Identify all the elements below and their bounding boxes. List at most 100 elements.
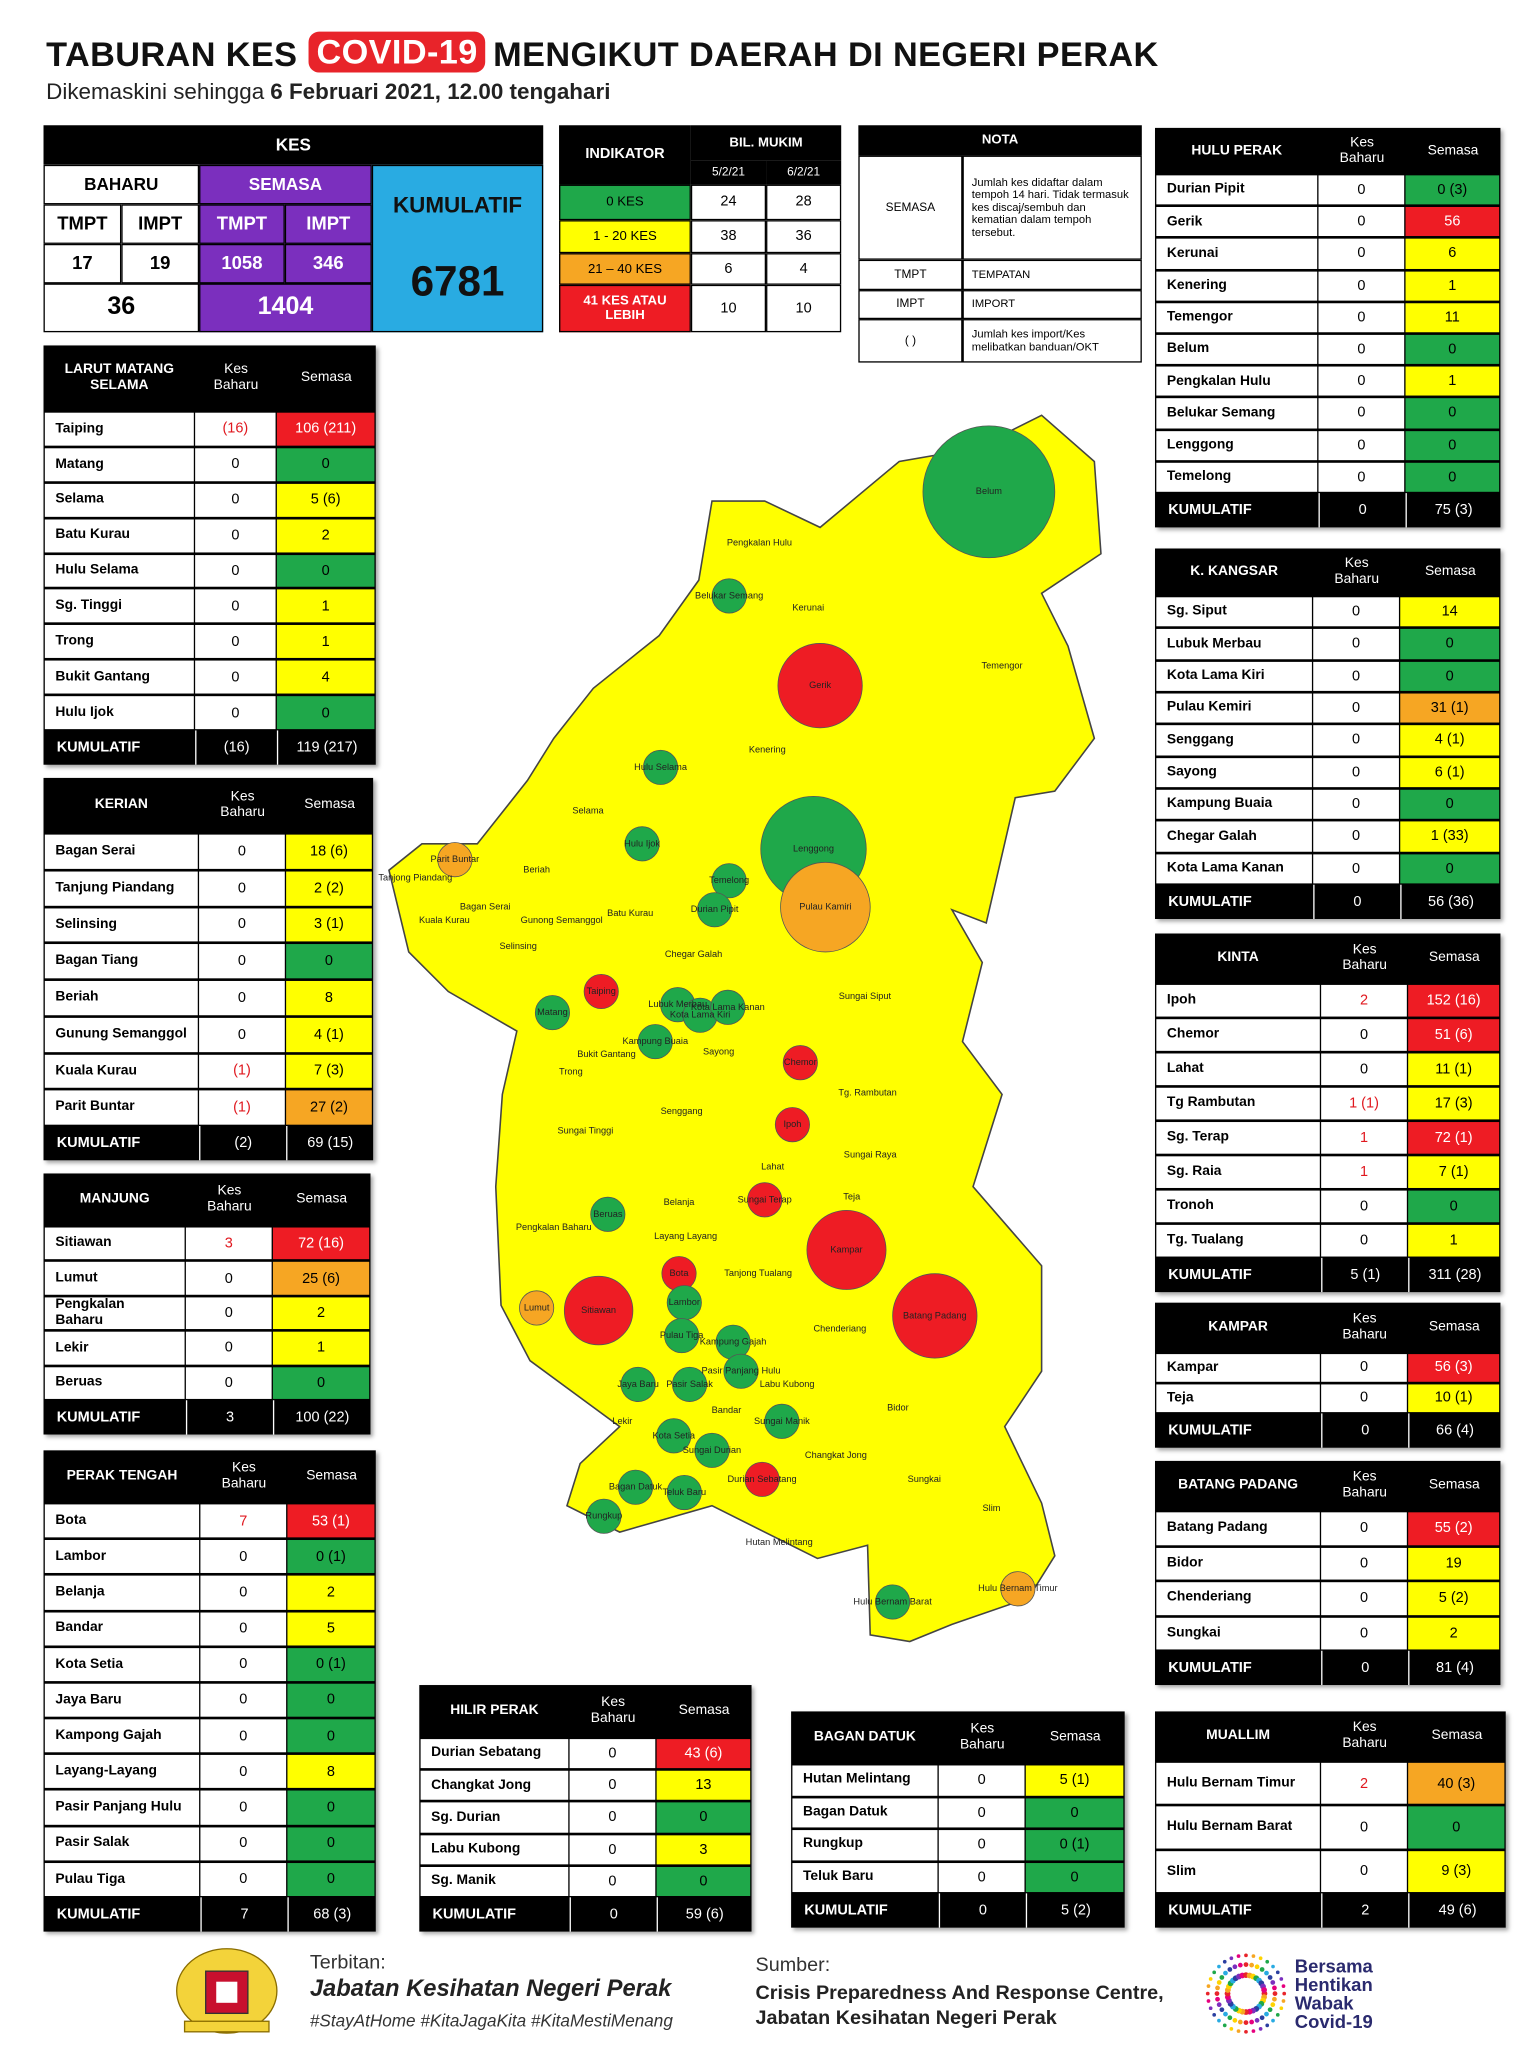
kes-baharu: 0 — [1321, 1617, 1407, 1650]
logo-dot — [1243, 2020, 1249, 2025]
kes-baharu: 3 — [185, 1227, 272, 1260]
region-label: Rungkup — [585, 1511, 622, 1521]
kes-semasa: 6 — [1405, 239, 1500, 269]
region-label: Hulu Bernam Barat — [853, 1596, 932, 1606]
kes-baharu: 0 — [1321, 1384, 1407, 1413]
mukim-name: Sungkai — [1156, 1617, 1320, 1650]
kes-semasa: 0 — [287, 1719, 375, 1753]
region-label: Sayong — [703, 1047, 734, 1057]
mukim-name: Trong — [44, 625, 194, 659]
kes-baharu: 0 — [1313, 693, 1399, 723]
kes-semasa: 0 — [276, 696, 375, 730]
indikator-heading: INDIKATOR — [559, 125, 691, 185]
logo-dot — [1249, 1962, 1255, 1968]
logo-dot — [1264, 2011, 1269, 2017]
mukim-name: Taiping — [44, 412, 194, 446]
logo-dot — [1271, 1964, 1275, 1969]
footer-label: Sumber: — [755, 1954, 831, 1977]
kes-baharu: (16) — [195, 412, 276, 446]
kes-semasa: 0 — [287, 1791, 375, 1825]
kes-baharu: 0 — [1321, 1850, 1407, 1893]
kes-baharu: 0 — [1313, 789, 1399, 820]
kes-baharu: 7 — [200, 1504, 287, 1538]
kes-semasa: 1 — [276, 589, 375, 623]
kes-baharu: 0 — [195, 625, 276, 659]
mukim-name: Sg. Siput — [1156, 597, 1312, 627]
column-label: Kes Baharu — [1342, 1469, 1387, 1501]
kes-semasa: 1 — [272, 1331, 370, 1365]
column-label: Kes Baharu — [1339, 134, 1385, 166]
logo-dot — [1222, 1959, 1227, 1964]
map-region — [643, 749, 679, 785]
region-label: Slim — [983, 1503, 1001, 1513]
total-semasa: 66 (4) — [1408, 1413, 1500, 1448]
map-region — [875, 1584, 911, 1620]
column-label: Kes Baharu — [221, 1460, 267, 1492]
kes-semasa: 19 — [1408, 1547, 1500, 1580]
logo-dot — [1208, 2006, 1213, 2011]
column-label: Semasa — [306, 1467, 358, 1484]
region-label: Selinsing — [499, 941, 536, 951]
logo-dot — [1222, 2023, 1227, 2028]
mukim-name: Sg. Raia — [1156, 1156, 1320, 1188]
kumulatif-box — [371, 164, 544, 333]
map-region — [586, 1498, 622, 1534]
kes-semasa: 0 — [1405, 462, 1500, 492]
region-label: Temengor — [982, 660, 1023, 670]
total-label: KUMULATIF — [1168, 502, 1252, 519]
total-semasa: 69 (15) — [286, 1125, 373, 1161]
total-baharu: 0 — [1321, 1650, 1408, 1686]
mukim-name: Gunung Semanggol — [44, 1017, 198, 1052]
kes-semasa: 2 — [272, 1297, 370, 1330]
kes-semasa: 4 (1) — [1400, 725, 1500, 756]
logo-dot — [1223, 1970, 1228, 1976]
publisher: Jabatan Kesihatan Negeri Perak — [309, 1975, 672, 2002]
mukim-name: Bukit Gantang — [44, 660, 194, 694]
map-region — [583, 973, 619, 1010]
region-label: Belanja — [664, 1197, 696, 1207]
kes-baharu: 0 — [1318, 398, 1405, 428]
logo-dot — [1272, 1991, 1278, 1996]
kes-semasa: 0 — [276, 554, 375, 588]
region-label: Sungai Durian — [683, 1445, 741, 1455]
indikator-label: 41 KES ATAU LEBIH — [559, 284, 691, 333]
kes-baharu: 0 — [1318, 302, 1405, 333]
mukim-name: Tronoh — [1156, 1190, 1320, 1223]
total-semasa: 56 (36) — [1400, 884, 1500, 919]
kes-semasa: 0 — [1400, 853, 1500, 884]
total-semasa: 68 (3) — [287, 1897, 375, 1932]
map-region — [710, 989, 746, 1025]
kes-semasa: 0 — [1408, 1190, 1500, 1223]
map-region — [744, 1461, 780, 1497]
column-label: Kes Baharu — [207, 1183, 252, 1215]
mukim-name: Sg. Terap — [1156, 1122, 1320, 1154]
region-label: Chegar Galah — [665, 949, 722, 959]
mukim-name: Durian Sebatang — [420, 1739, 569, 1769]
kes-baharu: 0 — [1318, 462, 1405, 492]
map-region — [782, 1045, 818, 1081]
region-label: Lekir — [612, 1416, 632, 1426]
baharu-total: 36 — [43, 283, 200, 333]
mukim-count: 28 — [766, 184, 842, 221]
kes-baharu: 0 — [185, 1262, 272, 1295]
logo-line: Bersama — [1294, 1955, 1373, 1977]
region-label: Matang — [537, 1007, 568, 1017]
nota-text: IMPORT — [962, 290, 1142, 320]
region-label: Kota Lama Kiri — [670, 1010, 730, 1020]
column-label: Kes Baharu — [213, 361, 259, 393]
kes-semasa: 0 (1) — [1025, 1830, 1124, 1860]
nota-term: TMPT — [858, 259, 963, 291]
region-label: Durian Sebatang — [727, 1474, 796, 1484]
map-region — [764, 1403, 800, 1439]
kes-baharu: (1) — [199, 1090, 285, 1125]
logo-dot — [1267, 2007, 1273, 2013]
kes-column: IMPT — [284, 204, 372, 244]
logo-dot — [1219, 1975, 1225, 1980]
mukim-count: 24 — [690, 184, 767, 221]
mukim-name: Teluk Baru — [792, 1862, 938, 1893]
region-label: Pengkalan Baharu — [516, 1222, 592, 1232]
region-label: Belum — [976, 486, 1002, 496]
region-label: Lubuk Merbau — [648, 999, 707, 1009]
kes-semasa: 1 — [1408, 1224, 1500, 1257]
logo-dot — [1227, 2015, 1233, 2021]
